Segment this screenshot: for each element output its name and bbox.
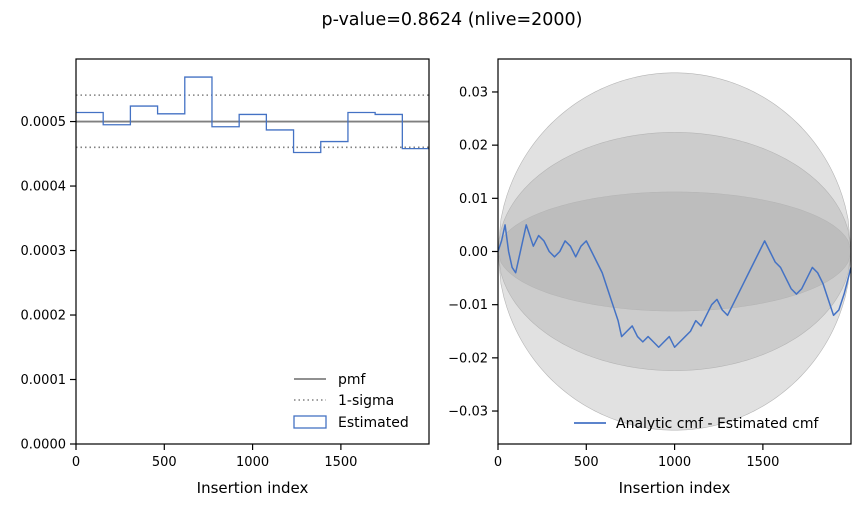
- y-tick-label: 0.0004: [21, 180, 67, 195]
- legend-label: 1-sigma: [338, 393, 394, 409]
- y-tick-label: −0.02: [448, 351, 488, 366]
- x-tick-label: 500: [152, 455, 177, 470]
- legend-label: Estimated: [338, 415, 409, 431]
- cmf-difference-series: [498, 224, 851, 348]
- y-tick-label: 0.0000: [21, 438, 67, 453]
- legend-label: Analytic cmf - Estimated cmf: [616, 416, 819, 432]
- y-tick-label: 0.02: [459, 139, 488, 154]
- estimated-step-line: [76, 76, 429, 154]
- x-tick-label: 1000: [658, 455, 691, 470]
- right-panel-cmf-difference: 0 500 1000 1500 −0.03 −0.02 −0.01 0.00 0.01 0.02 0…: [448, 58, 852, 497]
- x-tick-label: 1500: [746, 455, 779, 470]
- cmf-difference-line: [498, 224, 851, 348]
- sigma-band-1: [498, 191, 851, 312]
- x-tick-label: 1500: [324, 455, 357, 470]
- y-tick-label: 0.0002: [21, 309, 67, 324]
- y-tick-label: 0.0001: [21, 373, 67, 388]
- y-tick-label: 0.03: [459, 85, 488, 100]
- x-tick-label: 500: [574, 455, 599, 470]
- left-axes-frame: [75, 58, 430, 445]
- figure-title: p-value=0.8624 (nlive=2000): [321, 10, 582, 30]
- y-tick-label: −0.03: [448, 405, 488, 420]
- legend-swatch-estimated: [293, 415, 327, 429]
- left-legend: pmf 1-sigma Estimated: [293, 372, 409, 431]
- y-tick-label: 0.0005: [21, 115, 67, 130]
- right-legend: Analytic cmf - Estimated cmf: [574, 416, 819, 432]
- y-tick-label: 0.00: [459, 245, 488, 260]
- left-x-axis-label: Insertion index: [197, 479, 309, 497]
- estimated-series: [76, 76, 429, 154]
- legend-label: pmf: [338, 372, 367, 388]
- y-tick-label: 0.0003: [21, 244, 67, 259]
- left-panel-histogram: 0 500 1000 1500 0.0000 0.0001 0.0002 0.0003 0.00…: [21, 58, 430, 497]
- sigma-bands: [498, 72, 851, 431]
- y-tick-label: 0.01: [459, 192, 488, 207]
- x-tick-label: 0: [72, 455, 80, 470]
- x-tick-label: 1000: [236, 455, 269, 470]
- x-tick-label: 0: [494, 455, 502, 470]
- right-x-axis-label: Insertion index: [619, 479, 731, 497]
- y-tick-label: −0.01: [448, 298, 488, 313]
